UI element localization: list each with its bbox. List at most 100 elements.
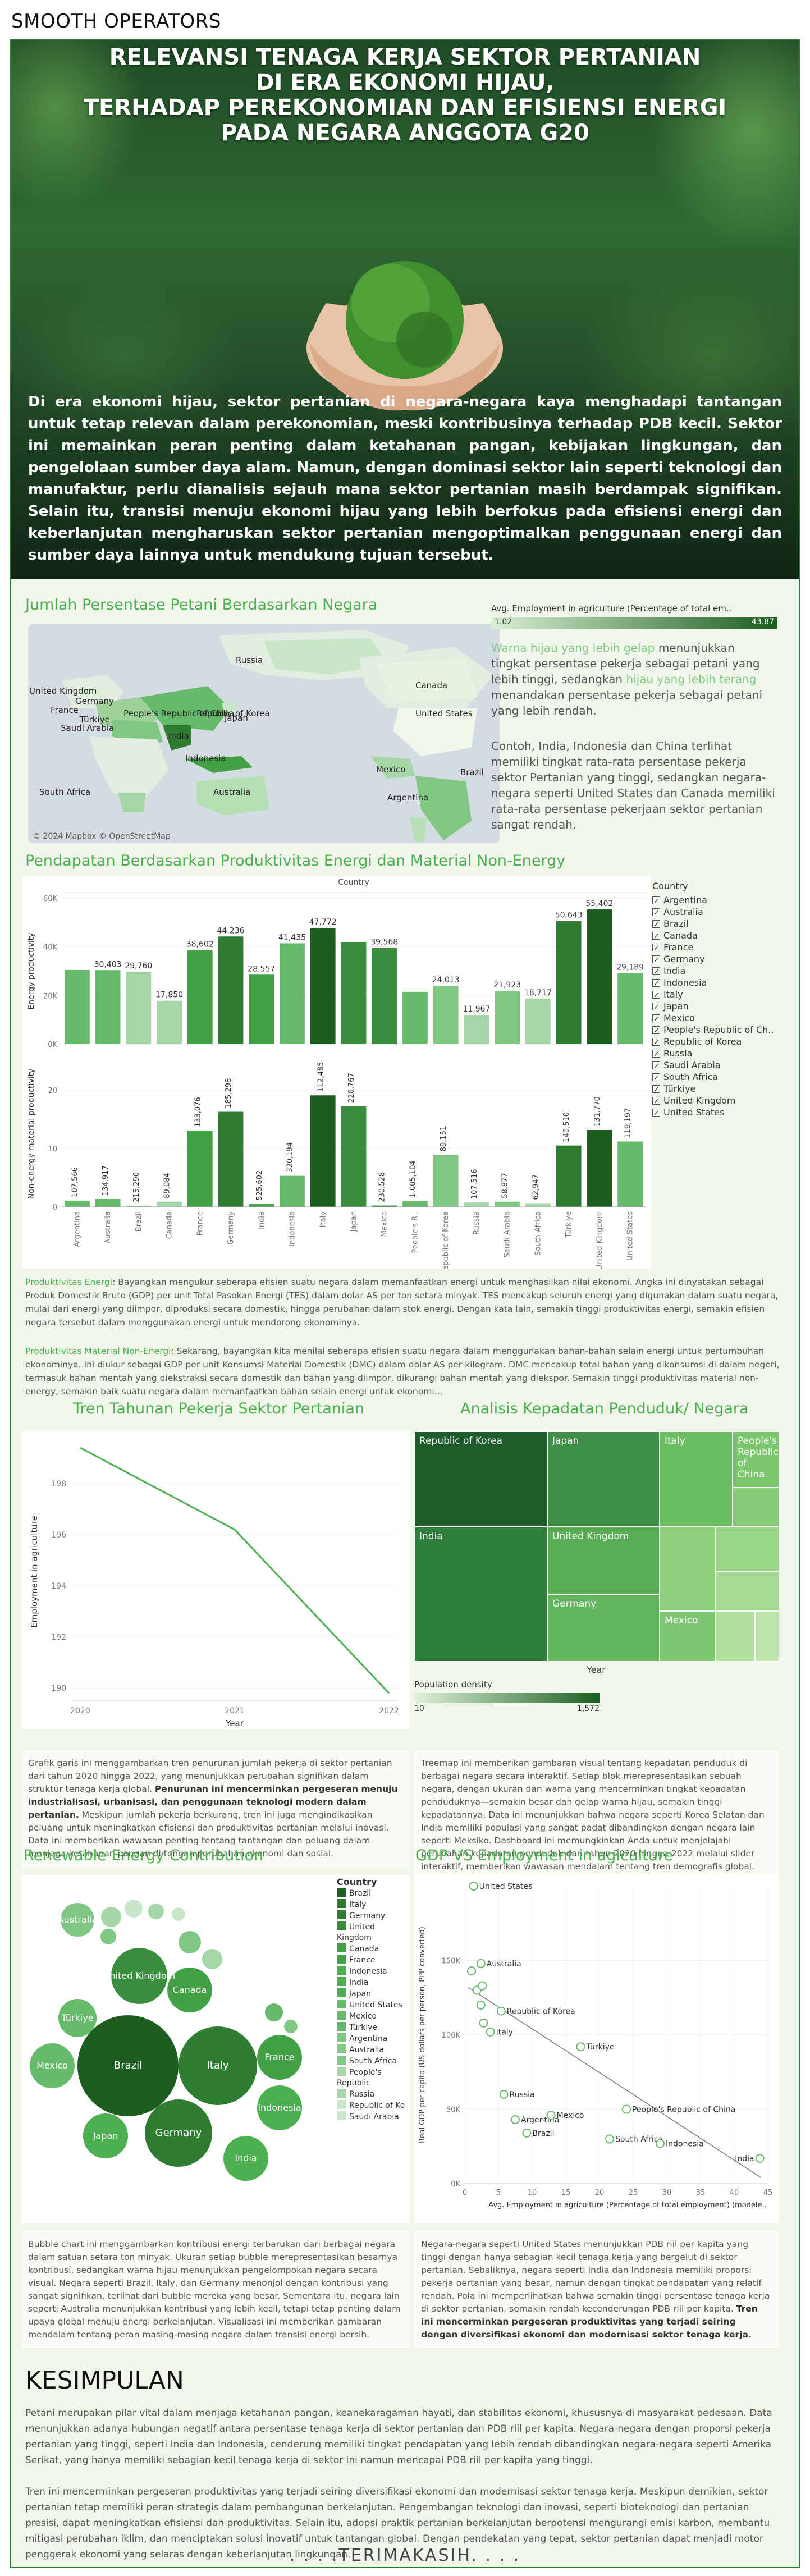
renewable-legend-item[interactable]: People's Republic [337,2067,410,2089]
treemap-tile-china[interactable]: People's Republic of China [733,1431,779,1488]
country-filter-list[interactable]: Argentina AustraliaBrazilCanadaFranceGerm… [652,894,798,1119]
bubble-uk [111,1948,167,2004]
energy-bar-label: 11,967 [463,1005,490,1014]
renewable-legend-item[interactable]: Canada [337,1943,410,1955]
renewable-legend[interactable]: Country Brazil Italy Germany United Kingdom… [337,1876,410,2122]
renewable-legend-item[interactable]: Republic of Ko [337,2100,410,2111]
country-filter-item[interactable]: Republic of Korea [652,1036,798,1049]
country-filter-label: Indonesia [663,977,707,988]
checkbox-checked-icon[interactable] [652,966,660,978]
renewable-legend-item[interactable]: Brazil [337,1888,410,1899]
x-tick-label: Germany [227,1211,235,1245]
country-filter[interactable]: Country Argentina AustraliaBrazilCanadaFr… [652,880,798,1119]
checkbox-checked-icon[interactable] [652,1084,660,1096]
treemap-tile-italy[interactable]: Italy [660,1431,733,1527]
treemap-tile-india[interactable]: India [414,1527,547,1662]
renewable-legend-item[interactable]: South Africa [337,2056,410,2067]
checkbox-checked-icon[interactable] [652,907,660,919]
country-filter-item[interactable]: India [652,965,798,978]
legend-swatch [337,2056,346,2065]
checkbox-checked-icon[interactable] [652,1037,660,1049]
country-filter-item[interactable]: Japan [652,1000,798,1013]
energy-bar-label: 39,568 [370,938,398,947]
country-filter-item[interactable]: Indonesia [652,977,798,990]
country-filter-item[interactable]: Germany [652,953,798,966]
legend-swatch [337,1921,346,1930]
treemap-tile[interactable] [733,1488,779,1527]
checkbox-checked-icon[interactable] [652,978,660,990]
treemap-tile[interactable] [716,1527,779,1572]
treemap-tile-korea[interactable]: Republic of Korea [414,1431,547,1527]
checkbox-checked-icon[interactable] [652,895,660,907]
country-filter-item[interactable]: Australia [652,906,798,919]
country-filter-item[interactable]: France [652,941,798,954]
renewable-legend-item[interactable]: Saudi Arabia [337,2111,410,2122]
checkbox-checked-icon[interactable] [652,1013,660,1025]
renewable-legend-item[interactable]: United States [337,2000,410,2011]
treemap-tile-mexico[interactable]: Mexico [660,1611,716,1662]
renewable-legend-item[interactable]: Japan [337,1988,410,2000]
country-filter-item[interactable]: Türkiye [652,1083,798,1096]
scatter-point-label: Türkiye [585,2043,614,2052]
y-tick-label: 196 [51,1531,66,1540]
checkbox-checked-icon[interactable] [652,1060,660,1072]
country-filter-item[interactable]: People's Republic of Ch.. [652,1024,798,1037]
country-filter-item[interactable]: Argentina [652,894,798,907]
material-bar-label: 1,005,104 [409,1160,417,1197]
renewable-legend-item[interactable]: Italy [337,1899,410,1910]
map-label: India [168,731,189,741]
gdp-scatter-chart[interactable]: 0K 50K 100K 150K 0 5 10 15 20 25 30 35 40 45 Real GDP … [414,1875,779,2223]
renewable-legend-item[interactable]: Mexico [337,2011,410,2022]
country-filter-item[interactable]: Russia [652,1047,798,1060]
treemap-tile[interactable] [716,1611,755,1662]
country-filter-item[interactable]: Canada [652,930,798,942]
treemap-tile[interactable] [716,1572,779,1611]
checkbox-checked-icon[interactable] [652,1108,660,1119]
country-filter-item[interactable]: United States [652,1106,798,1119]
renewable-legend-item[interactable]: Germany [337,1910,410,1921]
trend-line-chart[interactable]: 190 192 194 196 198 2020 2021 2022 Year Employmen… [21,1431,410,1729]
map-legend-max: 43.87 [751,617,774,626]
checkbox-checked-icon[interactable] [652,919,660,931]
country-filter-item[interactable]: Brazil [652,918,798,931]
checkbox-checked-icon[interactable] [652,1072,660,1084]
renewable-bubble-chart[interactable]: Australia United Kingdom Canada Türkiye … [21,1875,336,2223]
energy-bar-label: 44,236 [217,926,245,935]
density-treemap[interactable]: Republic of Korea Japan Italy People's R… [414,1431,779,1662]
checkbox-checked-icon[interactable] [652,1025,660,1037]
choropleth-map[interactable]: Russia Canada United Kingdom Germany Fra… [28,624,500,843]
checkbox-checked-icon[interactable] [652,1049,660,1060]
country-filter-item[interactable]: Saudi Arabia [652,1059,798,1072]
renewable-legend-list[interactable]: Brazil Italy Germany United Kingdom Canada Fr… [337,1888,410,2122]
treemap-tile-germany[interactable]: Germany [547,1594,660,1662]
treemap-tile[interactable] [660,1527,716,1611]
renewable-legend-item[interactable]: France [337,1955,410,1966]
checkbox-checked-icon[interactable] [652,990,660,1001]
renewable-legend-item[interactable]: United Kingdom [337,1921,410,1943]
renewable-legend-item[interactable]: Australia [337,2044,410,2056]
bubble-label: Germany [155,2127,202,2139]
material-bar [525,1203,551,1207]
renewable-legend-item[interactable]: Indonesia [337,1966,410,1977]
treemap-tile[interactable] [755,1611,779,1662]
scatter-point [511,2115,520,2125]
checkbox-checked-icon[interactable] [652,931,660,942]
renewable-legend-item[interactable]: India [337,1977,410,1988]
checkbox-checked-icon[interactable] [652,954,660,966]
checkbox-checked-icon[interactable] [652,1096,660,1108]
treemap-tile-japan[interactable]: Japan [547,1431,660,1527]
hero-title-line: PADA NEGARA ANGGOTA G20 [221,120,589,146]
country-filter-item[interactable]: Italy [652,989,798,1001]
checkbox-checked-icon[interactable] [652,942,660,954]
country-filter-item[interactable]: Mexico [652,1012,798,1025]
renewable-legend-item[interactable]: Argentina [337,2033,410,2044]
productivity-bar-charts[interactable]: Country 0K 20K 40K 60K Energy productivity 30,… [22,876,651,1275]
map-section-title: Jumlah Persentase Petani Berdasarkan Neg… [25,596,378,614]
checkbox-checked-icon[interactable] [652,1001,660,1013]
treemap-tile-uk[interactable]: United Kingdom [547,1527,660,1594]
scatter-point-label: People's Republic of China [632,2106,735,2115]
renewable-legend-item[interactable]: Türkiye [337,2022,410,2033]
country-filter-item[interactable]: South Africa [652,1071,798,1084]
country-filter-item[interactable]: United Kingdom [652,1095,798,1108]
renewable-legend-item[interactable]: Russia [337,2089,410,2100]
